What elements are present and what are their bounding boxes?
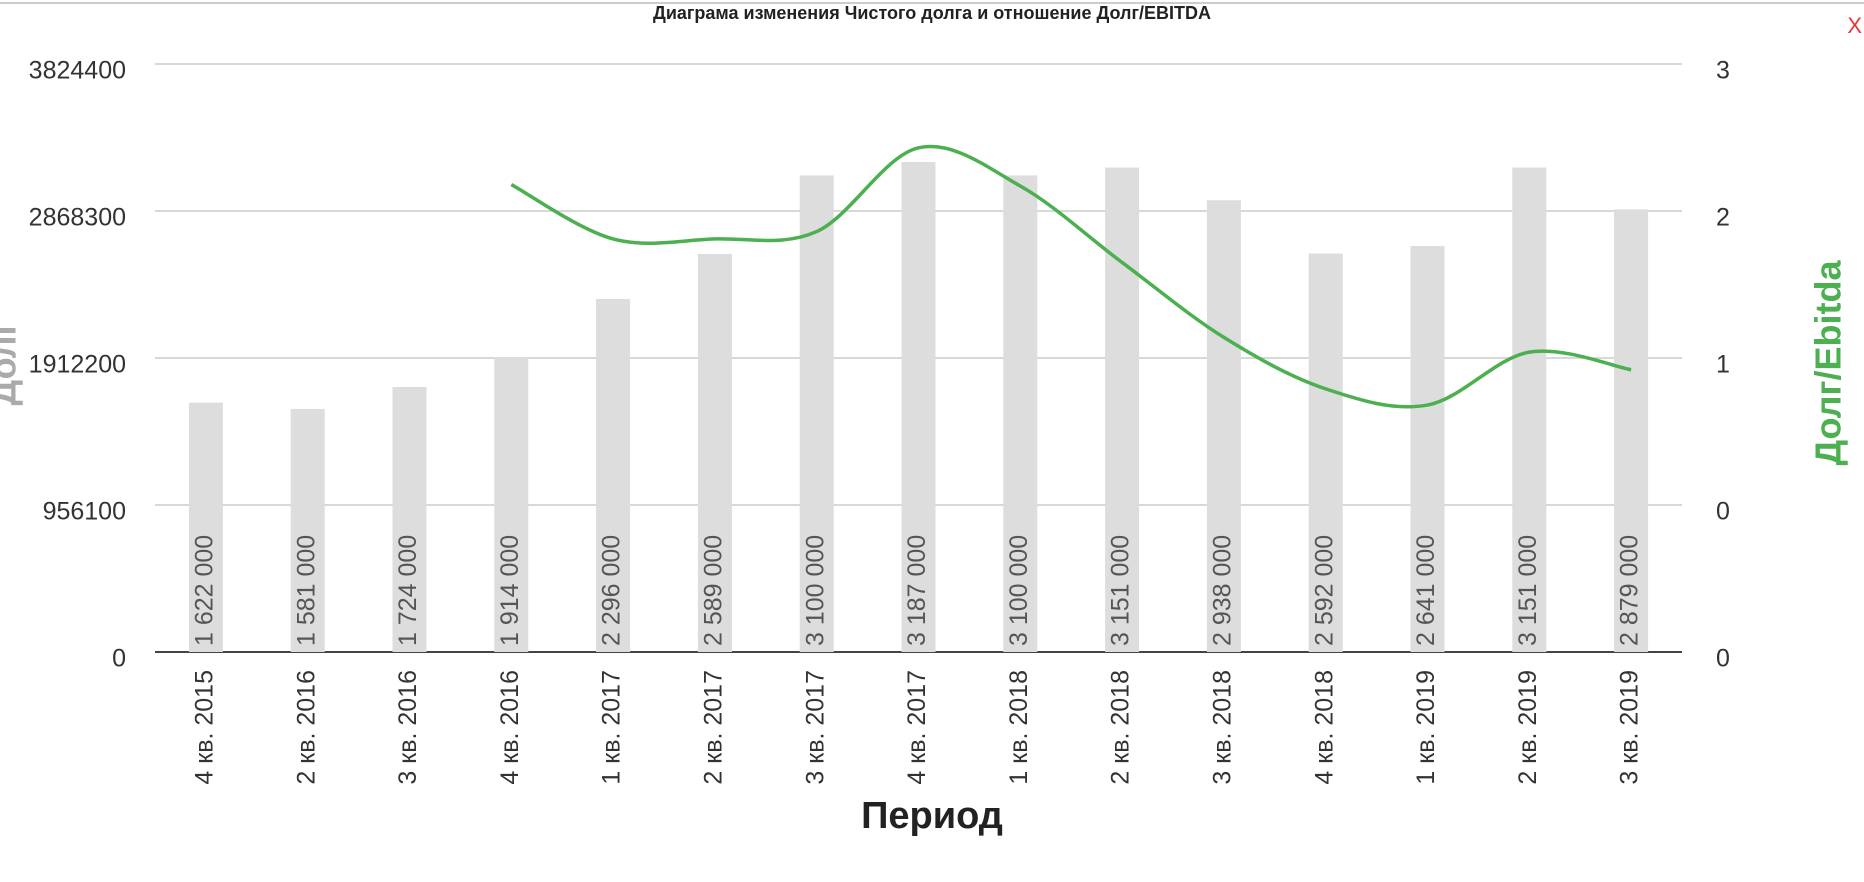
x-axis-title: Период [861,795,1003,837]
bar [1614,209,1649,653]
x-tick-label: 2 кв. 2019 [1514,670,1542,785]
bar-value-label: 3 187 000 [903,535,931,646]
x-tick-label: 3 кв. 2016 [394,670,422,785]
bar [1512,167,1547,653]
bar-value-label: 3 151 000 [1107,535,1135,646]
y-tick-label: 0 [112,645,126,673]
close-button[interactable]: X [1847,13,1862,38]
y2-axis-title: Долг/Ebitda [1808,260,1849,466]
x-tick-label: 3 кв. 2017 [801,670,829,785]
bar [1206,200,1241,653]
y2-tick-label: 0 [1716,498,1730,526]
bar [799,175,834,652]
bar-value-label: 2 296 000 [598,535,626,646]
bar [1308,253,1343,652]
y-axis-title: Долг [0,320,24,405]
bar [188,402,223,652]
bar-value-label: 2 641 000 [1412,535,1440,646]
bar-value-label: 1 914 000 [496,535,524,646]
bar-value-label: 3 151 000 [1514,535,1542,646]
bar-value-label: 1 724 000 [394,535,422,646]
bar-value-label: 1 622 000 [191,535,219,646]
x-tick-label: 2 кв. 2016 [292,670,320,785]
x-tick-label: 1 кв. 2017 [598,670,626,785]
chart-title: Диаграма изменения Чистого долга и отнош… [653,3,1211,23]
x-tick-label: 3 кв. 2019 [1616,670,1644,785]
x-tick-label: 2 кв. 2017 [700,670,728,785]
bar [494,357,529,652]
bar [1410,245,1445,653]
bar-value-label: 2 589 000 [700,535,728,646]
bar-value-label: 2 592 000 [1310,535,1338,646]
x-tick-label: 4 кв. 2017 [903,670,931,785]
x-tick-label: 1 кв. 2019 [1412,670,1440,785]
y2-tick-label: 1 [1716,351,1730,379]
x-tick-label: 4 кв. 2015 [191,670,219,785]
bar [697,253,732,652]
y-tick-label: 3824400 [29,57,126,85]
y2-tick-label: 3 [1716,57,1730,85]
bar-value-label: 3 100 000 [801,535,829,646]
ratio-line [510,144,1632,409]
bar [392,386,427,652]
x-tick-label: 3 кв. 2018 [1209,670,1237,785]
y-tick-label: 956100 [43,498,126,526]
x-tick-label: 1 кв. 2018 [1005,670,1033,785]
x-tick-label: 4 кв. 2018 [1310,670,1338,785]
bar-value-label: 3 100 000 [1005,535,1033,646]
bar-value-label: 2 938 000 [1209,535,1237,646]
y-tick-label: 2868300 [29,204,126,232]
bar [1003,175,1038,652]
bar-value-label: 1 581 000 [292,535,320,646]
bar [290,408,325,652]
y2-tick-label: 2 [1716,204,1730,232]
x-tick-label: 4 кв. 2016 [496,670,524,785]
bar [901,162,936,652]
bar [1105,167,1140,653]
bar [596,298,631,652]
y-tick-label: 1912200 [29,351,126,379]
bar-value-label: 2 879 000 [1616,535,1644,646]
x-tick-label: 2 кв. 2018 [1107,670,1135,785]
y2-tick-label: 0 [1716,645,1730,673]
